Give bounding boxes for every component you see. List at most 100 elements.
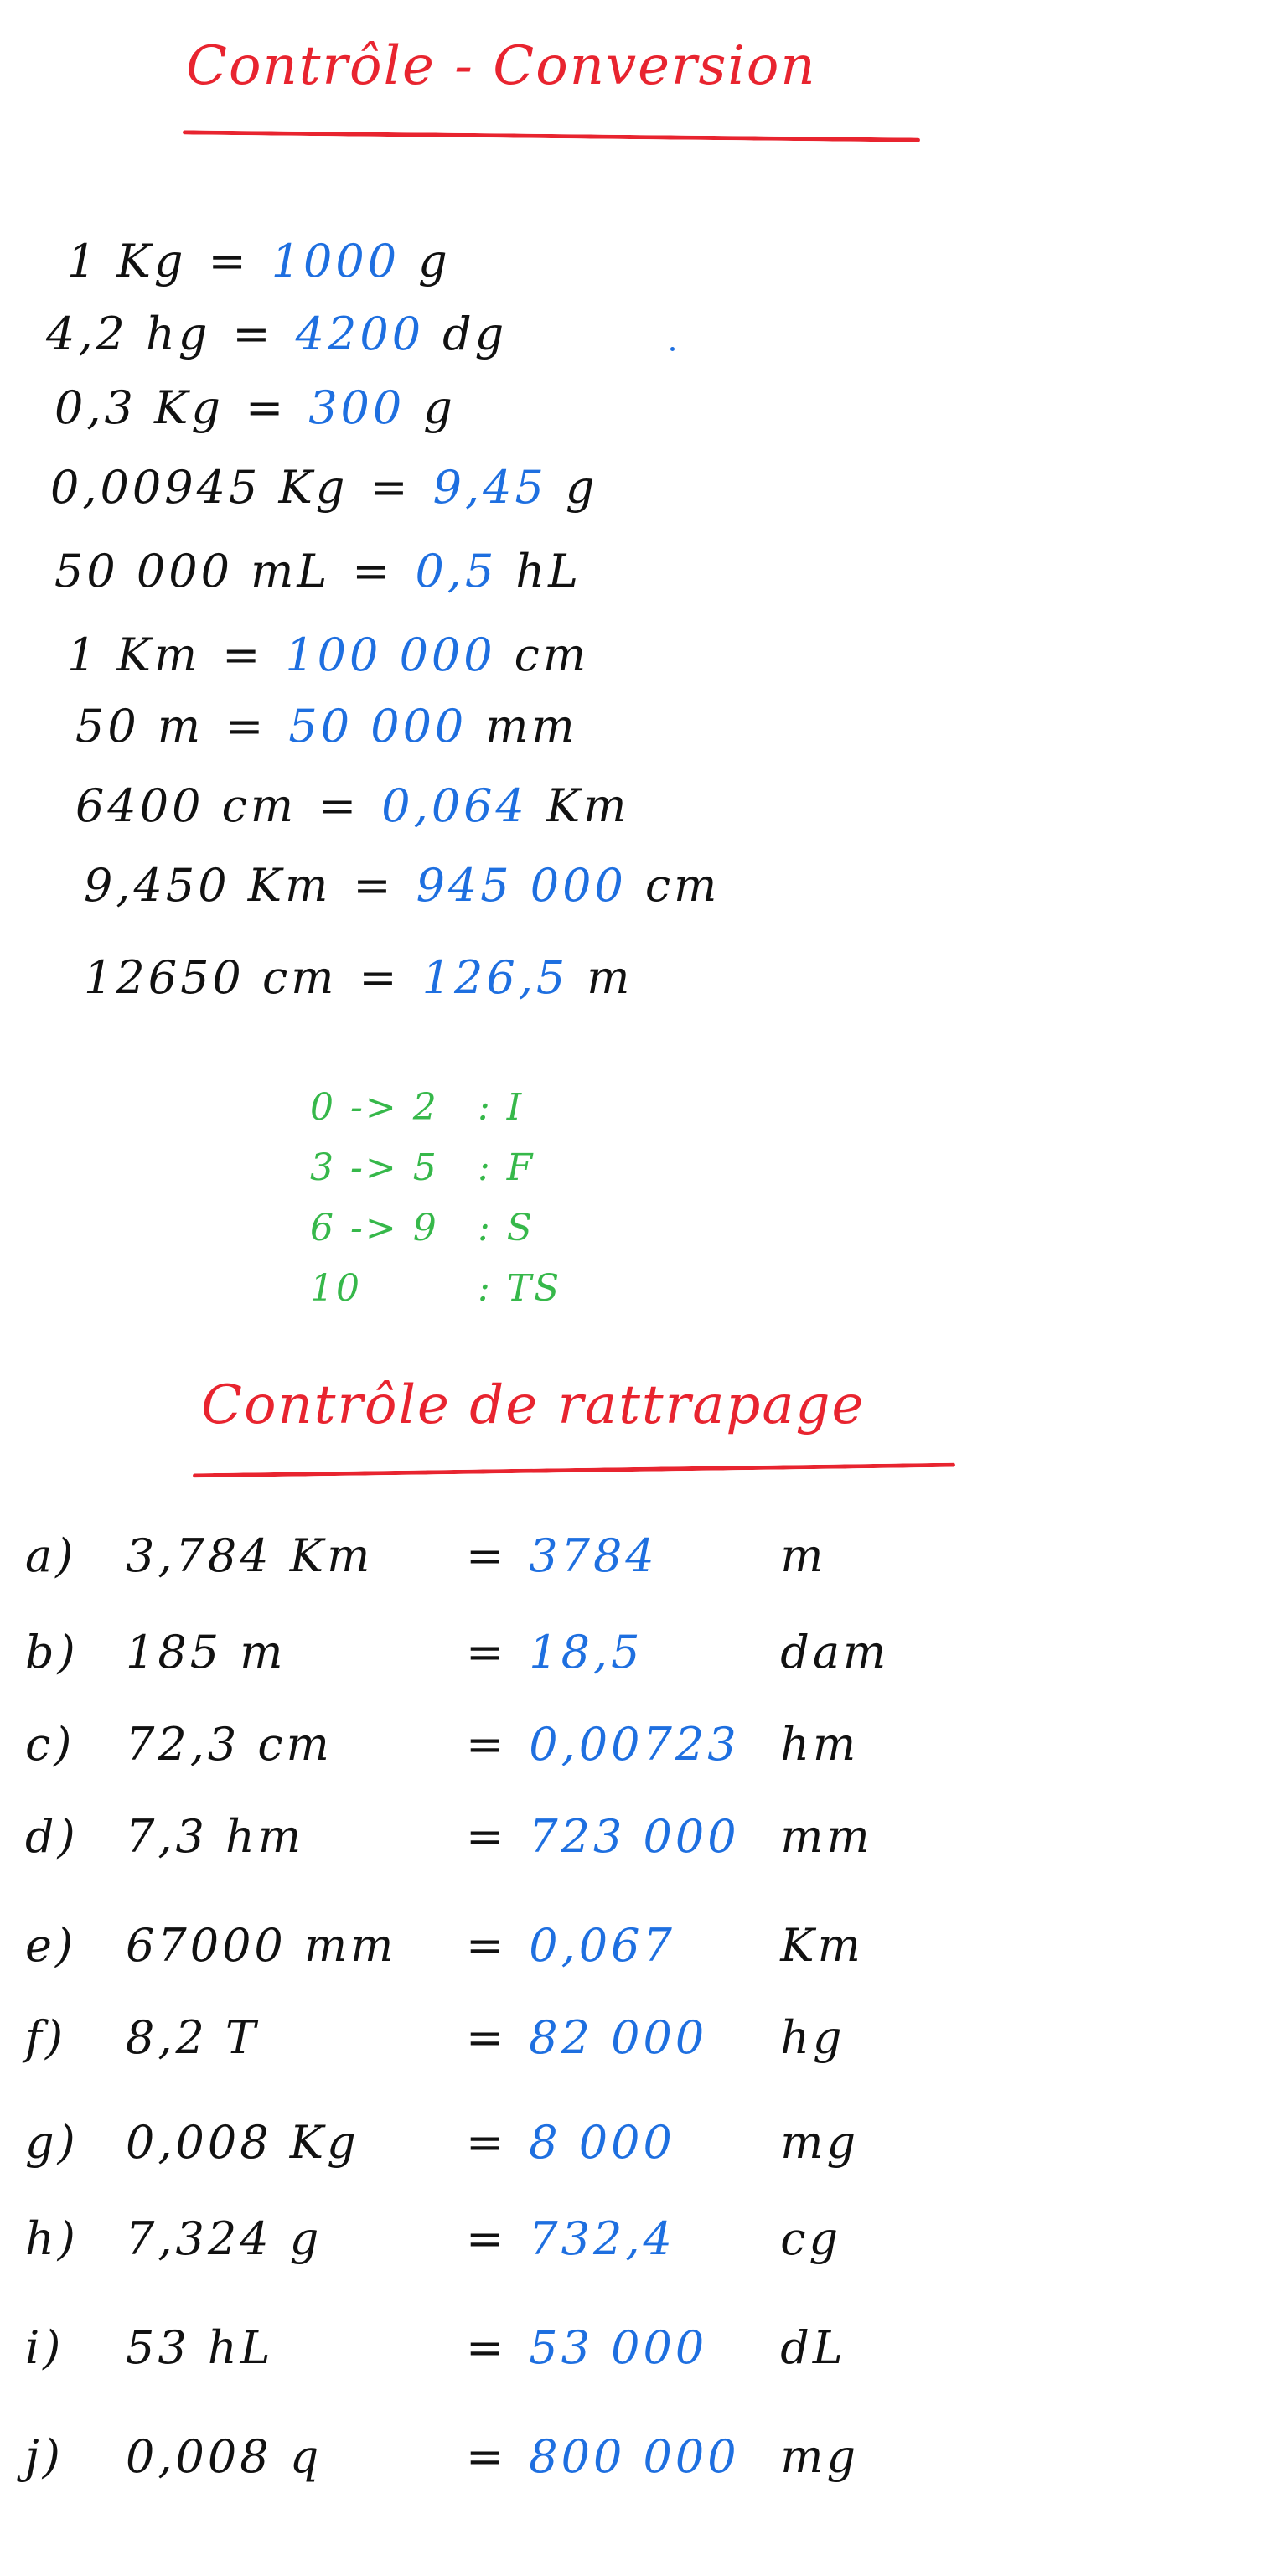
grading-row: 6 -> 9 : S [310, 1207, 532, 1249]
equals-sign: = [222, 628, 264, 681]
equals-sign: = [245, 381, 287, 434]
answer-value: 8 000 [529, 2116, 675, 2169]
conversion-row: 12650 cm = 126,5 m [84, 955, 633, 1001]
question-value: 3,784 Km [126, 1529, 374, 1582]
answer-unit: dL [780, 2321, 846, 2374]
answer-value: 100 000 [285, 628, 496, 681]
equals-sign: = [466, 2212, 508, 2265]
question-value: 67000 mm [126, 1919, 397, 1972]
answer-unit: cm [644, 859, 721, 912]
item-label: g) [25, 2116, 79, 2169]
answer-unit: g [418, 235, 451, 287]
answer-value: 9,45 [432, 461, 547, 514]
answer-unit: mg [780, 2430, 860, 2483]
conversion-row: 1 Km = 100 000 cm [67, 633, 589, 678]
answer-unit: dg [442, 308, 508, 360]
answer-unit: mm [485, 700, 578, 753]
answer-unit: g [423, 381, 456, 434]
equals-sign: = [466, 1529, 508, 1582]
answer-value: 1000 [271, 235, 401, 287]
answer-unit: hL [515, 545, 582, 597]
equals-sign: = [359, 951, 401, 1004]
question-value: 7,3 hm [126, 1810, 305, 1863]
item-label: b) [25, 1626, 79, 1679]
grading-range: 3 -> 5 [310, 1146, 439, 1189]
rattrapage-row: g) 0,008 Kg = 8 000 mg [25, 2120, 859, 2165]
grading-row: 3 -> 5: F [310, 1150, 532, 1187]
answer-value: 0,5 [415, 545, 498, 597]
answer-value: 53 000 [529, 2321, 708, 2374]
section1-title: Contrôle - Conversion [186, 35, 817, 97]
equals-sign: = [466, 2430, 508, 2483]
question-value: 7,324 g [126, 2212, 323, 2265]
answer-unit: m [587, 951, 634, 1004]
stray-dot [670, 347, 675, 351]
section2-title-underline [193, 1462, 955, 1478]
equals-sign: = [352, 545, 394, 597]
conversion-row: 9,450 Km = 945 000 cm [84, 863, 720, 908]
section1-title-underline [182, 130, 921, 142]
grading-range: 6 -> 9 [310, 1207, 439, 1249]
conversion-row: 1 Kg = 1000 g [67, 239, 451, 284]
question-value: 1 Kg [67, 235, 187, 287]
equals-sign: = [370, 461, 411, 514]
question-value: 12650 cm [84, 951, 338, 1004]
answer-value: 126,5 [421, 951, 569, 1004]
conversion-row: 6400 cm = 0,064 Km [75, 784, 629, 829]
grading-row: 0 -> 2: I [310, 1086, 521, 1129]
question-value: 8,2 T [126, 2011, 260, 2064]
question-value: 50 000 mL [54, 545, 331, 597]
question-value: 0,008 q [126, 2430, 323, 2483]
item-label: a) [25, 1529, 77, 1582]
answer-unit: m [780, 1529, 827, 1582]
rattrapage-row: a) 3,784 Km = 3784 m [25, 1534, 826, 1579]
rattrapage-row: c) 72,3 cm = 0,00723 hm [25, 1722, 859, 1767]
equals-sign: = [466, 2116, 508, 2169]
answer-value: 300 [308, 381, 406, 434]
equals-sign: = [318, 779, 360, 832]
equals-sign: = [353, 859, 395, 912]
question-value: 9,450 Km [84, 859, 332, 912]
equals-sign: = [225, 700, 267, 753]
rattrapage-row: h) 7,324 g = 732,4 cg [25, 2216, 841, 2262]
equals-sign: = [466, 1718, 508, 1771]
grading-row: 10: TS [310, 1270, 559, 1307]
question-value: 0,008 Kg [126, 2116, 359, 2169]
grading-grade: : S [478, 1207, 535, 1249]
answer-unit: mm [780, 1810, 873, 1863]
question-value: 0,3 Kg [54, 381, 224, 434]
question-value: 50 m [75, 700, 204, 753]
equals-sign: = [466, 1810, 508, 1863]
question-value: 1 Km [67, 628, 201, 681]
answer-unit: dam [780, 1626, 890, 1679]
question-value: 185 m [126, 1626, 287, 1679]
equals-sign: = [208, 235, 250, 287]
answer-value: 3784 [529, 1529, 658, 1582]
equals-sign: = [466, 1919, 508, 1972]
answer-unit: hm [780, 1718, 860, 1771]
equals-sign: = [466, 2011, 508, 2064]
question-value: 53 hL [126, 2321, 274, 2374]
grading-grade: : TS [478, 1267, 562, 1310]
answer-value: 800 000 [529, 2430, 740, 2483]
grading-grade: : I [478, 1086, 525, 1129]
grading-range: 0 -> 2 [310, 1086, 439, 1129]
question-value: 0,00945 Kg [50, 461, 349, 514]
rattrapage-row: d) 7,3 hm = 723 000 mm [25, 1814, 873, 1860]
question-value: 72,3 cm [126, 1718, 333, 1771]
item-label: f) [25, 2011, 67, 2064]
answer-value: 82 000 [529, 2011, 708, 2064]
item-label: h) [25, 2212, 79, 2265]
conversion-row: 50 000 mL = 0,5 hL [54, 549, 582, 594]
conversion-row: 0,00945 Kg = 9,45 g [50, 465, 597, 510]
rattrapage-row: i) 53 hL = 53 000 dL [25, 2325, 846, 2371]
rattrapage-row: b) 185 m = 18,5 dam [25, 1630, 889, 1675]
answer-value: 0,067 [529, 1919, 675, 1972]
rattrapage-row: j) 0,008 q = 800 000 mg [25, 2434, 859, 2480]
question-value: 6400 cm [75, 779, 297, 832]
equals-sign: = [232, 308, 274, 360]
rattrapage-row: f) 8,2 T = 82 000 hg [25, 2015, 846, 2061]
answer-value: 18,5 [529, 1626, 644, 1679]
conversion-row: 0,3 Kg = 300 g [54, 385, 456, 431]
answer-unit: cm [514, 628, 590, 681]
